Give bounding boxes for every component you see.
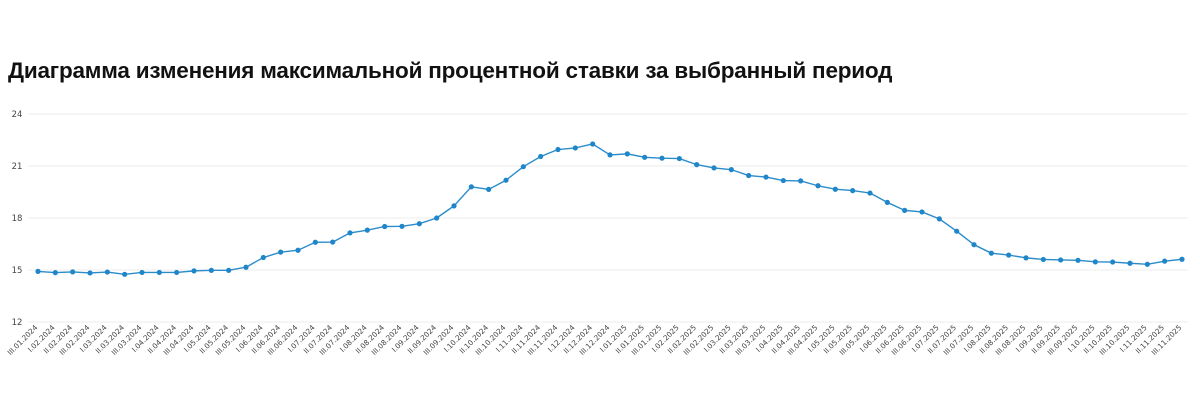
y-tick-label: 21 (12, 162, 23, 172)
data-point[interactable] (919, 209, 925, 215)
x-axis-ticks: III.01.2024I.02.2024II.02.2024III.02.202… (6, 323, 1184, 357)
data-point[interactable] (278, 249, 284, 255)
data-point[interactable] (1110, 259, 1116, 265)
data-point[interactable] (87, 270, 93, 276)
data-point[interactable] (832, 186, 838, 192)
data-point[interactable] (451, 203, 457, 209)
data-point[interactable] (399, 223, 405, 229)
data-point[interactable] (572, 145, 578, 151)
data-point[interactable] (936, 216, 942, 222)
data-point[interactable] (1023, 255, 1029, 261)
data-point[interactable] (260, 254, 266, 261)
data-point[interactable] (122, 271, 128, 277)
data-point[interactable] (763, 174, 769, 180)
data-point[interactable] (884, 199, 890, 205)
y-tick-label: 18 (12, 214, 23, 224)
data-point[interactable] (35, 268, 41, 274)
data-point[interactable] (1092, 259, 1098, 265)
data-point[interactable] (746, 172, 752, 179)
data-point[interactable] (312, 239, 318, 245)
data-point[interactable] (416, 221, 422, 227)
data-point[interactable] (676, 155, 682, 162)
data-point[interactable] (538, 153, 544, 160)
data-point[interactable] (607, 152, 613, 158)
data-point[interactable] (364, 227, 370, 233)
data-point[interactable] (1058, 257, 1064, 263)
data-point[interactable] (1006, 252, 1012, 258)
data-point[interactable] (815, 183, 821, 189)
data-point[interactable] (1075, 257, 1081, 263)
data-point[interactable] (954, 228, 960, 234)
y-axis-ticks: 12 15 18 21 24 (12, 110, 23, 328)
data-point[interactable] (434, 215, 440, 221)
data-point[interactable] (867, 190, 873, 196)
data-point[interactable] (70, 269, 76, 275)
data-point[interactable] (850, 188, 856, 194)
data-point[interactable] (694, 162, 700, 168)
data-point[interactable] (1040, 256, 1046, 263)
data-point[interactable] (988, 250, 994, 256)
data-point[interactable] (330, 239, 336, 245)
data-point[interactable] (208, 267, 214, 273)
data-point[interactable] (156, 269, 162, 276)
data-point[interactable] (1127, 260, 1133, 266)
data-point[interactable] (503, 177, 509, 183)
data-point[interactable] (382, 223, 388, 230)
grid-lines (28, 113, 1188, 323)
data-point[interactable] (624, 151, 630, 157)
data-point[interactable] (902, 207, 908, 213)
data-point[interactable] (191, 268, 197, 274)
data-point[interactable] (295, 247, 301, 253)
data-point[interactable] (1144, 261, 1150, 267)
data-point[interactable] (590, 141, 596, 147)
data-point[interactable] (1162, 258, 1168, 264)
data-point[interactable] (971, 242, 977, 248)
data-point[interactable] (1179, 256, 1185, 262)
y-tick-label: 15 (12, 266, 23, 276)
data-point[interactable] (711, 165, 717, 171)
data-point[interactable] (104, 269, 110, 275)
data-point[interactable] (520, 164, 526, 170)
data-point[interactable] (174, 269, 180, 276)
data-point[interactable] (555, 146, 561, 153)
data-point[interactable] (780, 177, 786, 184)
data-point[interactable] (243, 264, 249, 270)
data-point[interactable] (798, 178, 804, 184)
data-point[interactable] (347, 230, 353, 236)
data-point[interactable] (728, 167, 734, 173)
data-point[interactable] (468, 184, 474, 190)
data-point[interactable] (486, 186, 492, 192)
data-point[interactable] (642, 154, 648, 160)
chart-title: Диаграмма изменения максимальной процент… (8, 58, 893, 83)
data-point[interactable] (659, 155, 665, 161)
y-tick-label: 12 (12, 318, 23, 328)
data-point[interactable] (139, 269, 145, 276)
data-point[interactable] (226, 267, 232, 273)
series (35, 141, 1185, 277)
y-tick-label: 24 (12, 110, 23, 120)
data-point[interactable] (52, 270, 58, 276)
